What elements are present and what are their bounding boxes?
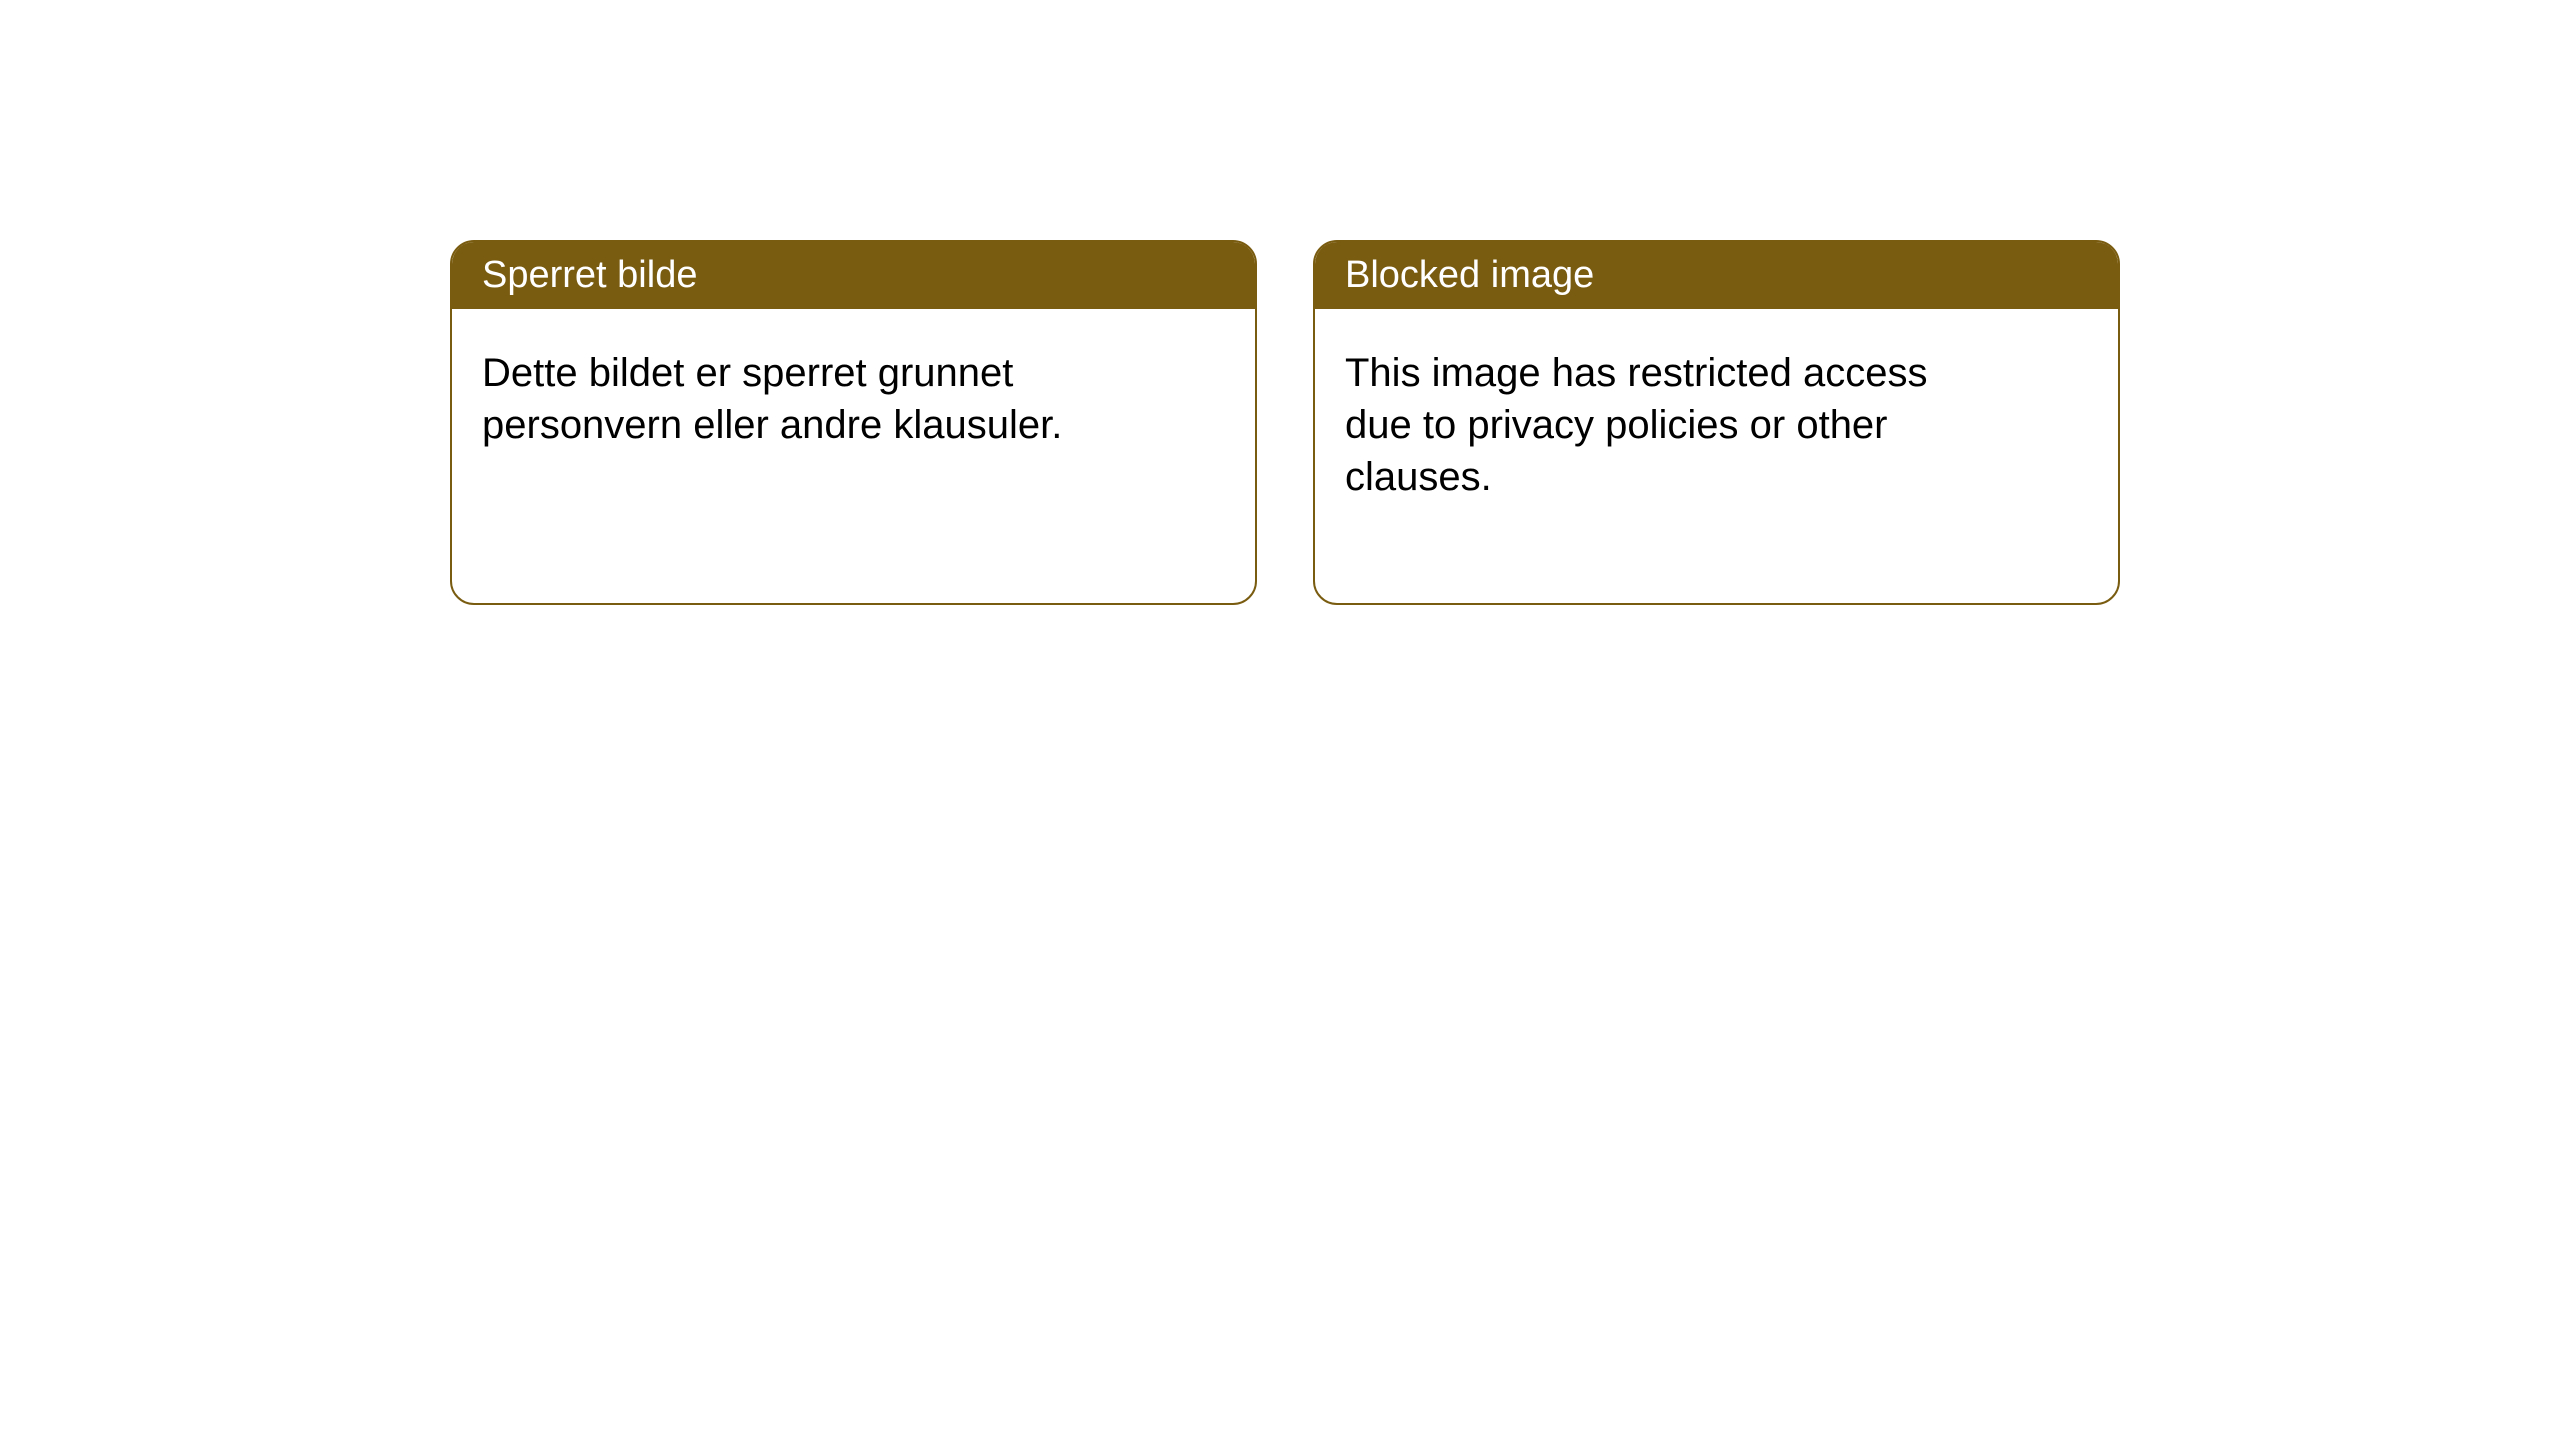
card-body-text: This image has restricted access due to … (1315, 309, 2035, 603)
card-title: Blocked image (1315, 242, 2118, 309)
notice-card-english: Blocked image This image has restricted … (1313, 240, 2120, 605)
card-title: Sperret bilde (452, 242, 1255, 309)
card-body-text: Dette bildet er sperret grunnet personve… (452, 309, 1172, 551)
blocked-image-notices: Sperret bilde Dette bildet er sperret gr… (0, 0, 2560, 605)
notice-card-norwegian: Sperret bilde Dette bildet er sperret gr… (450, 240, 1257, 605)
